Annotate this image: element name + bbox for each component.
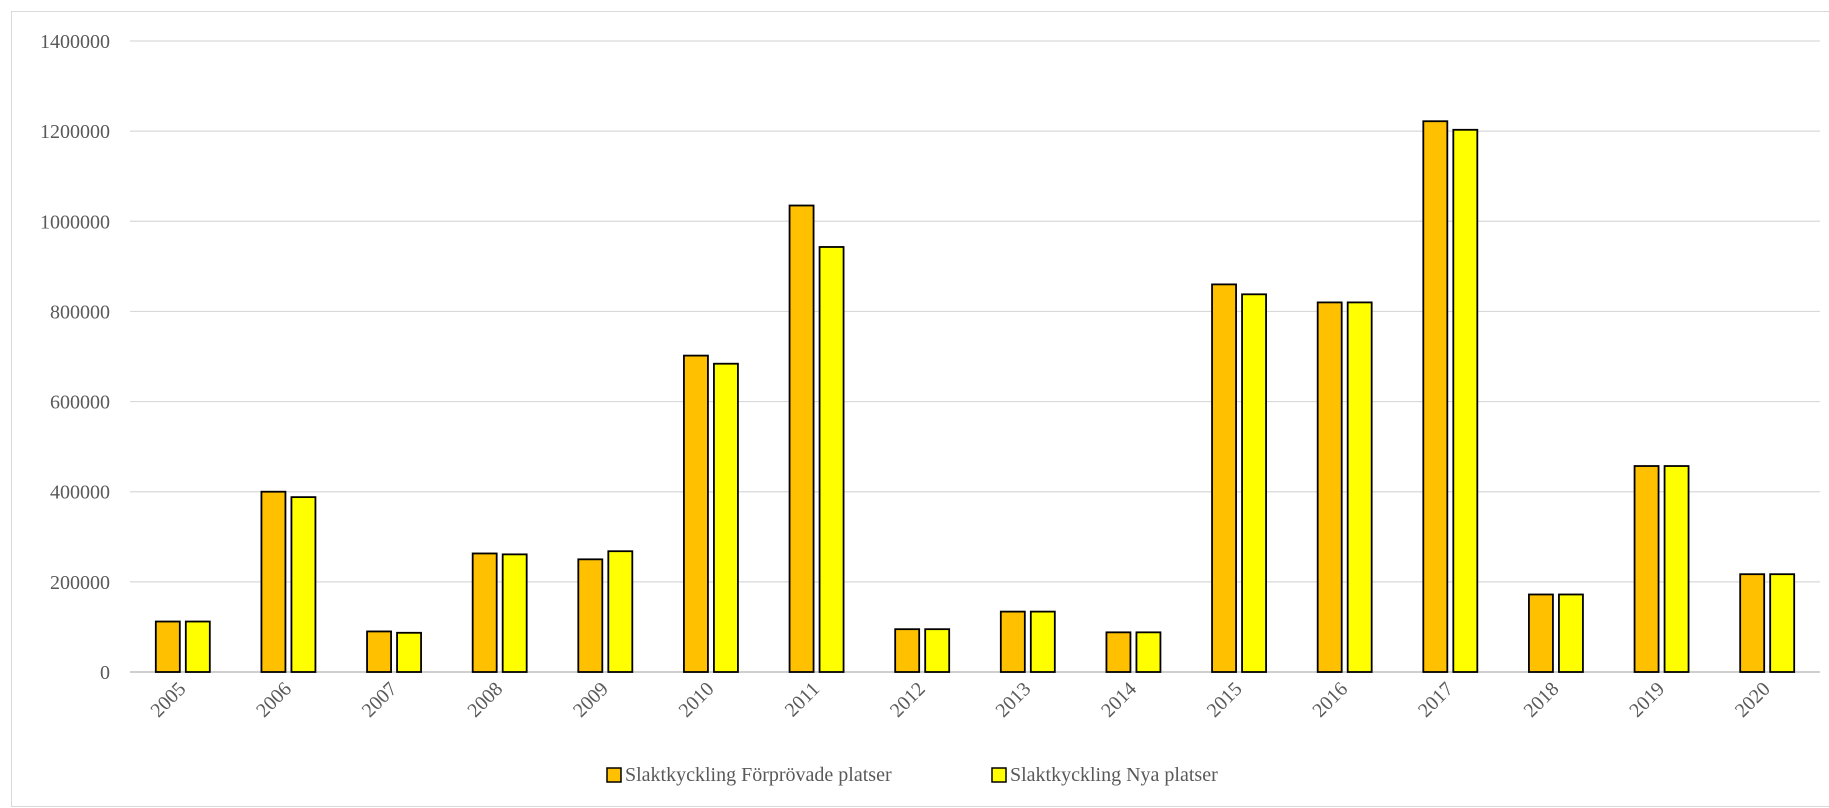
y-tick-label: 200000 bbox=[50, 572, 110, 594]
bar-nya-2017 bbox=[1452, 128, 1479, 673]
x-tick-label: 2009 bbox=[569, 678, 613, 722]
bar-nya-2011 bbox=[818, 246, 845, 673]
legend-label-nya: Slaktkyckling Nya platser bbox=[1010, 764, 1218, 786]
bar-nya-2005 bbox=[184, 620, 211, 673]
legend: Slaktkyckling Förprövade platser Slaktky… bbox=[606, 764, 1218, 786]
bar-forprovade-2013 bbox=[999, 610, 1026, 673]
bar-forprovade-2018 bbox=[1528, 593, 1554, 673]
bar-forprovade-2017 bbox=[1422, 120, 1449, 673]
legend-label-forprovade: Slaktkyckling Förprövade platser bbox=[625, 764, 892, 786]
bar-nya-2007 bbox=[396, 631, 422, 673]
bar-forprovade-2009 bbox=[577, 558, 604, 673]
y-tick-label: 1000000 bbox=[40, 211, 110, 233]
bar-nya-2020 bbox=[1769, 573, 1796, 673]
bar-nya-2015 bbox=[1241, 293, 1267, 673]
y-tick-label: 0 bbox=[100, 662, 110, 684]
bar-nya-2018 bbox=[1558, 593, 1584, 673]
legend-swatch-nya bbox=[991, 767, 1007, 783]
y-tick-label: 400000 bbox=[50, 482, 110, 504]
bar-forprovade-2008 bbox=[471, 552, 498, 673]
bar-forprovade-2011 bbox=[788, 204, 815, 673]
bar-nya-2010 bbox=[713, 362, 739, 673]
x-tick-label: 2013 bbox=[992, 678, 1036, 722]
bar-forprovade-2015 bbox=[1211, 283, 1237, 673]
x-tick-label: 2012 bbox=[886, 678, 930, 722]
bar-nya-2014 bbox=[1135, 631, 1162, 673]
x-tick-label: 2017 bbox=[1414, 678, 1458, 722]
y-tick-label: 1200000 bbox=[40, 121, 110, 143]
bar-nya-2013 bbox=[1029, 610, 1056, 673]
bar-forprovade-2020 bbox=[1739, 573, 1766, 673]
bar-forprovade-2005 bbox=[154, 620, 181, 673]
bar-forprovade-2010 bbox=[683, 354, 709, 673]
x-tick-label: 2015 bbox=[1203, 678, 1247, 722]
x-tick-label: 2006 bbox=[252, 678, 296, 722]
x-tick-label: 2020 bbox=[1731, 678, 1775, 722]
y-tick-label: 800000 bbox=[50, 301, 110, 323]
x-tick-label: 2010 bbox=[675, 678, 719, 722]
bar-forprovade-2012 bbox=[894, 628, 921, 673]
x-axis-tick-labels: 2005 2006 2007 2008 2009 2010 2011 2012 2013 2014… bbox=[147, 678, 1775, 722]
bar-nya-2006 bbox=[290, 496, 317, 673]
x-tick-label: 2007 bbox=[358, 678, 402, 722]
gridlines bbox=[130, 40, 1820, 673]
chart-frame bbox=[11, 11, 1829, 807]
bar-nya-2009 bbox=[607, 550, 634, 673]
bars bbox=[154, 120, 1796, 673]
bar-nya-2008 bbox=[501, 553, 528, 673]
bar-forprovade-2014 bbox=[1105, 631, 1132, 673]
x-tick-label: 2018 bbox=[1520, 678, 1564, 722]
legend-swatch-forprovade bbox=[606, 767, 622, 783]
bar-forprovade-2016 bbox=[1316, 301, 1343, 673]
bar-forprovade-2007 bbox=[366, 630, 392, 673]
x-tick-label: 2011 bbox=[781, 678, 824, 721]
x-tick-label: 2014 bbox=[1097, 678, 1141, 722]
bar-forprovade-2006 bbox=[260, 490, 287, 673]
y-tick-label: 1400000 bbox=[40, 31, 110, 53]
bar-nya-2019 bbox=[1663, 465, 1690, 673]
x-tick-label: 2019 bbox=[1625, 678, 1669, 722]
x-tick-label: 2005 bbox=[147, 678, 191, 722]
x-tick-label: 2016 bbox=[1308, 678, 1352, 722]
bar-nya-2016 bbox=[1346, 301, 1373, 673]
y-tick-label: 600000 bbox=[50, 392, 110, 414]
bar-forprovade-2019 bbox=[1633, 465, 1660, 673]
x-tick-label: 2008 bbox=[463, 678, 507, 722]
y-axis-tick-labels: 0 200000 400000 600000 800000 1000000 1200000 1… bbox=[40, 31, 110, 684]
bar-nya-2012 bbox=[924, 628, 951, 673]
